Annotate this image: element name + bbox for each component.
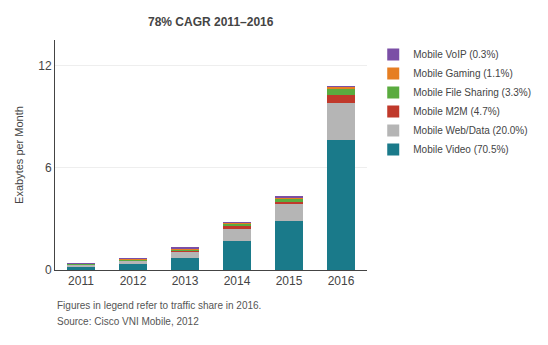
svg-text:Exabytes per Month: Exabytes per Month	[13, 106, 25, 204]
svg-text:0: 0	[45, 263, 52, 277]
svg-text:78% CAGR 2011–2016: 78% CAGR 2011–2016	[148, 15, 274, 29]
svg-text:Mobile Web/Data (20.0%): Mobile Web/Data (20.0%)	[413, 125, 527, 136]
svg-text:Figures in legend refer to tra: Figures in legend refer to traffic share…	[57, 300, 261, 311]
svg-text:2011: 2011	[68, 274, 94, 288]
svg-text:6: 6	[45, 161, 52, 175]
svg-text:2014: 2014	[224, 274, 251, 288]
svg-text:Mobile VoIP (0.3%): Mobile VoIP (0.3%)	[413, 49, 498, 60]
svg-text:Source: Cisco VNI Mobile, 2012: Source: Cisco VNI Mobile, 2012	[57, 316, 199, 327]
svg-text:2015: 2015	[276, 274, 303, 288]
svg-text:2012: 2012	[120, 274, 147, 288]
svg-text:Mobile File Sharing (3.3%): Mobile File Sharing (3.3%)	[413, 87, 531, 98]
svg-text:Mobile Gaming (1.1%): Mobile Gaming (1.1%)	[413, 68, 512, 79]
svg-text:Mobile M2M (4.7%): Mobile M2M (4.7%)	[413, 106, 500, 117]
svg-text:2016: 2016	[328, 274, 355, 288]
svg-text:Mobile Video (70.5%): Mobile Video (70.5%)	[413, 144, 508, 155]
svg-text:2013: 2013	[172, 274, 199, 288]
svg-text:12: 12	[38, 59, 52, 73]
